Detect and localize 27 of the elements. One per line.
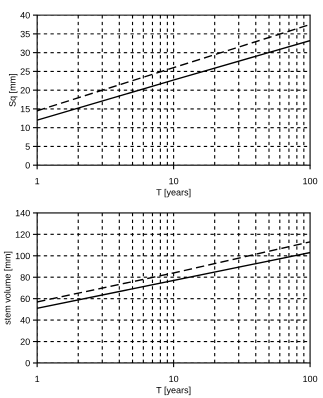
y-tick-label: 140 (16, 210, 30, 216)
x-axis-title: T [years] (156, 386, 190, 396)
y-tick-label: 35 (20, 30, 30, 38)
y-tick-label: 60 (20, 296, 30, 302)
y-tick-label: 10 (20, 124, 30, 132)
x-tick-label: 1 (35, 178, 40, 184)
x-tick-label: 100 (303, 178, 318, 184)
y-axis-title: stem volume [mm] (4, 252, 12, 325)
y-tick-label: 120 (16, 231, 30, 238)
y-tick-label: 80 (20, 274, 30, 281)
y-tick-label: 25 (20, 68, 30, 75)
x-axis-title: T [years] (156, 188, 190, 198)
y-tick-label: 30 (20, 50, 30, 56)
x-tick-label: 100 (303, 376, 318, 382)
y-tick-label: 20 (20, 87, 30, 94)
y-tick-label: 40 (20, 12, 30, 18)
x-tick-label: 10 (169, 376, 178, 382)
x-tick-label: 1 (35, 376, 40, 382)
y-tick-label: 0 (26, 360, 30, 366)
y-tick-label: 20 (20, 338, 30, 345)
y-tick-label: 0 (26, 162, 30, 169)
y-tick-label: 100 (16, 252, 30, 260)
y-axis-title: Sq [mm] (8, 74, 18, 107)
y-tick-label: 5 (26, 143, 30, 150)
y-tick-label: 15 (20, 106, 30, 112)
y-tick-label: 40 (20, 317, 30, 324)
x-tick-label: 10 (169, 178, 178, 184)
